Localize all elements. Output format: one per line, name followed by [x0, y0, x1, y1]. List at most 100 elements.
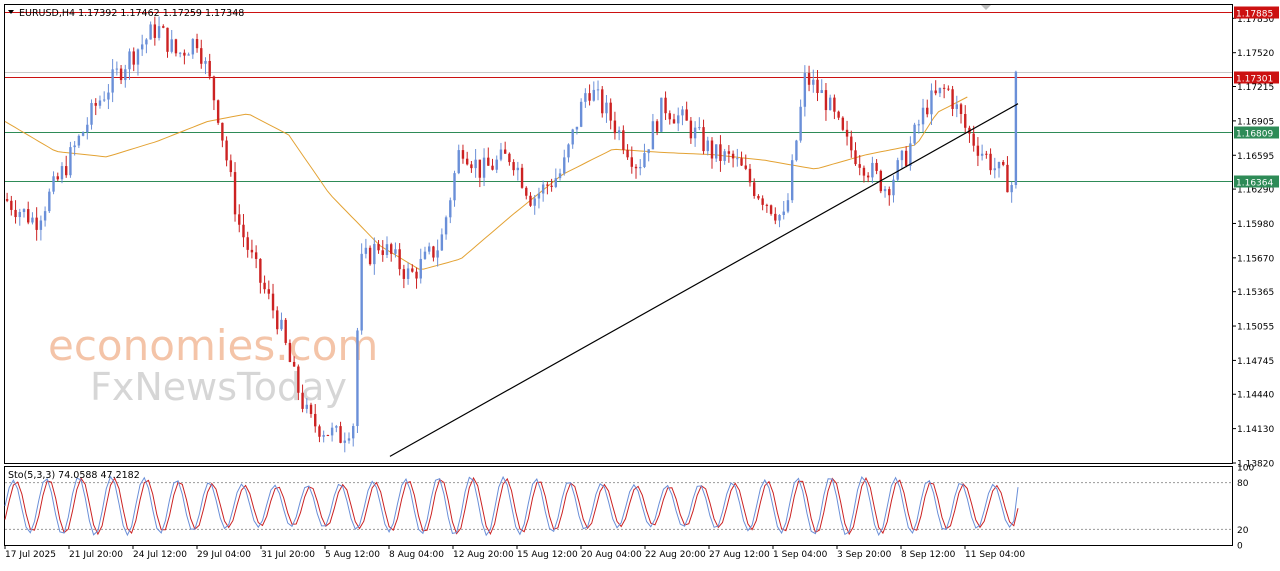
symbol-menu-triangle-icon[interactable] — [8, 10, 14, 14]
candle-bear — [491, 165, 494, 170]
level-labels: 1.17885 1.17301 1.16809 1.16364 — [1234, 6, 1279, 189]
candle-bear — [740, 158, 743, 166]
candle-bear — [368, 247, 372, 265]
candle-bear — [634, 166, 638, 169]
candle-bear — [529, 195, 532, 206]
candle-bear — [309, 404, 313, 414]
candle-bull — [778, 214, 781, 221]
candle-bull — [537, 193, 541, 199]
candle-bull — [1014, 71, 1018, 186]
time-tick-label-14: 8 Sep 12:00 — [901, 550, 956, 560]
time-tick-label-9: 20 Aug 04:00 — [581, 550, 642, 560]
candle-bear — [525, 187, 528, 196]
time-tick-label-4: 31 Jul 20:00 — [261, 550, 315, 560]
candle-bull — [394, 249, 397, 254]
candle-bear — [710, 140, 714, 159]
candle-bull — [533, 198, 536, 206]
candle-bear — [765, 204, 769, 206]
candle-bear — [934, 90, 937, 94]
candle-bull — [651, 121, 655, 150]
price-tick-label-1.15055: 1.15055 — [1237, 323, 1274, 333]
candle-bull — [457, 150, 460, 174]
candle-bear — [951, 89, 954, 109]
candle-bear — [65, 166, 68, 176]
candle-bear — [233, 172, 237, 215]
stoch-main-line — [4, 475, 1019, 537]
time-tick-label-10: 22 Aug 20:00 — [645, 550, 706, 560]
stoch-tick-label-0: 0 — [1237, 542, 1243, 552]
candle-bull — [660, 97, 663, 132]
candle-bull — [111, 69, 114, 93]
candle-bull — [571, 129, 574, 145]
price-tick-label-1.15670: 1.15670 — [1237, 254, 1274, 264]
candle-bear — [238, 214, 241, 225]
stoch-signal-line — [4, 476, 1019, 536]
candle-bear — [212, 76, 216, 101]
candle-bear — [242, 224, 245, 238]
candle-bull — [347, 438, 351, 441]
candle-bull — [980, 153, 984, 156]
price-tick-label-1.15365: 1.15365 — [1237, 288, 1274, 298]
candle-bear — [702, 127, 705, 152]
candle-bear — [153, 24, 157, 38]
ma-line — [4, 96, 968, 270]
time-tick-label-5: 5 Aug 12:00 — [325, 550, 380, 560]
level-label-1.17885: 1.17885 — [1236, 10, 1273, 20]
candle-bear — [221, 122, 224, 141]
time-tick-label-15: 11 Sep 04:00 — [965, 550, 1025, 560]
candle-bear — [225, 140, 228, 161]
ascending-trendline — [389, 103, 1019, 457]
candle-bear — [297, 366, 300, 393]
candle-bear — [132, 51, 135, 65]
candle-bear — [229, 160, 233, 173]
candle-bull — [803, 73, 807, 107]
candle-bull — [31, 217, 34, 223]
candle-bear — [626, 149, 629, 158]
candle-bull — [596, 89, 600, 91]
candle-bear — [904, 150, 908, 166]
candle-bull — [474, 159, 477, 169]
candle-bull — [921, 107, 925, 125]
candle-bear — [761, 198, 764, 205]
candle-bull — [115, 68, 119, 70]
candle-bear — [964, 114, 967, 128]
candle-bear — [432, 246, 435, 258]
candle-bear — [487, 157, 490, 166]
candle-bear — [744, 165, 747, 169]
candle-bull — [280, 319, 283, 330]
candle-bull — [681, 109, 684, 116]
candle-bear — [520, 167, 524, 188]
candle-bull — [322, 435, 325, 437]
candle-bull — [567, 144, 570, 158]
candle-bear — [318, 426, 321, 437]
candle-bear — [119, 68, 123, 81]
candlesticks — [5, 16, 1018, 453]
candle-bull — [482, 157, 486, 178]
candle-bear — [381, 250, 384, 255]
candle-bear — [824, 90, 828, 111]
candle-bear — [508, 153, 511, 163]
candle-bull — [715, 144, 718, 159]
price-tick-label-1.16290: 1.16290 — [1237, 186, 1274, 196]
candle-bear — [752, 182, 756, 196]
candle-bull — [48, 191, 51, 212]
candle-bull — [579, 101, 583, 127]
stochastic-axis: 100 80 20 0 — [1237, 464, 1254, 552]
candle-bull — [423, 251, 427, 259]
candle-bull — [77, 135, 81, 146]
candle-bear — [774, 213, 777, 221]
candle-bull — [449, 200, 452, 218]
time-tick-label-3: 29 Jul 04:00 — [197, 550, 251, 560]
candle-bear — [689, 120, 693, 139]
candle-bear — [850, 136, 853, 151]
candle-bull — [330, 427, 334, 436]
candle-bear — [216, 100, 220, 123]
level-label-1.17301: 1.17301 — [1236, 75, 1273, 85]
candle-bear — [503, 149, 507, 154]
candle-bear — [339, 426, 342, 443]
stoch-tick-label-20: 20 — [1237, 526, 1249, 536]
candle-bull — [617, 130, 621, 134]
candle-bear — [841, 117, 845, 130]
candle-bull — [187, 54, 190, 56]
candle-bear — [284, 319, 287, 343]
